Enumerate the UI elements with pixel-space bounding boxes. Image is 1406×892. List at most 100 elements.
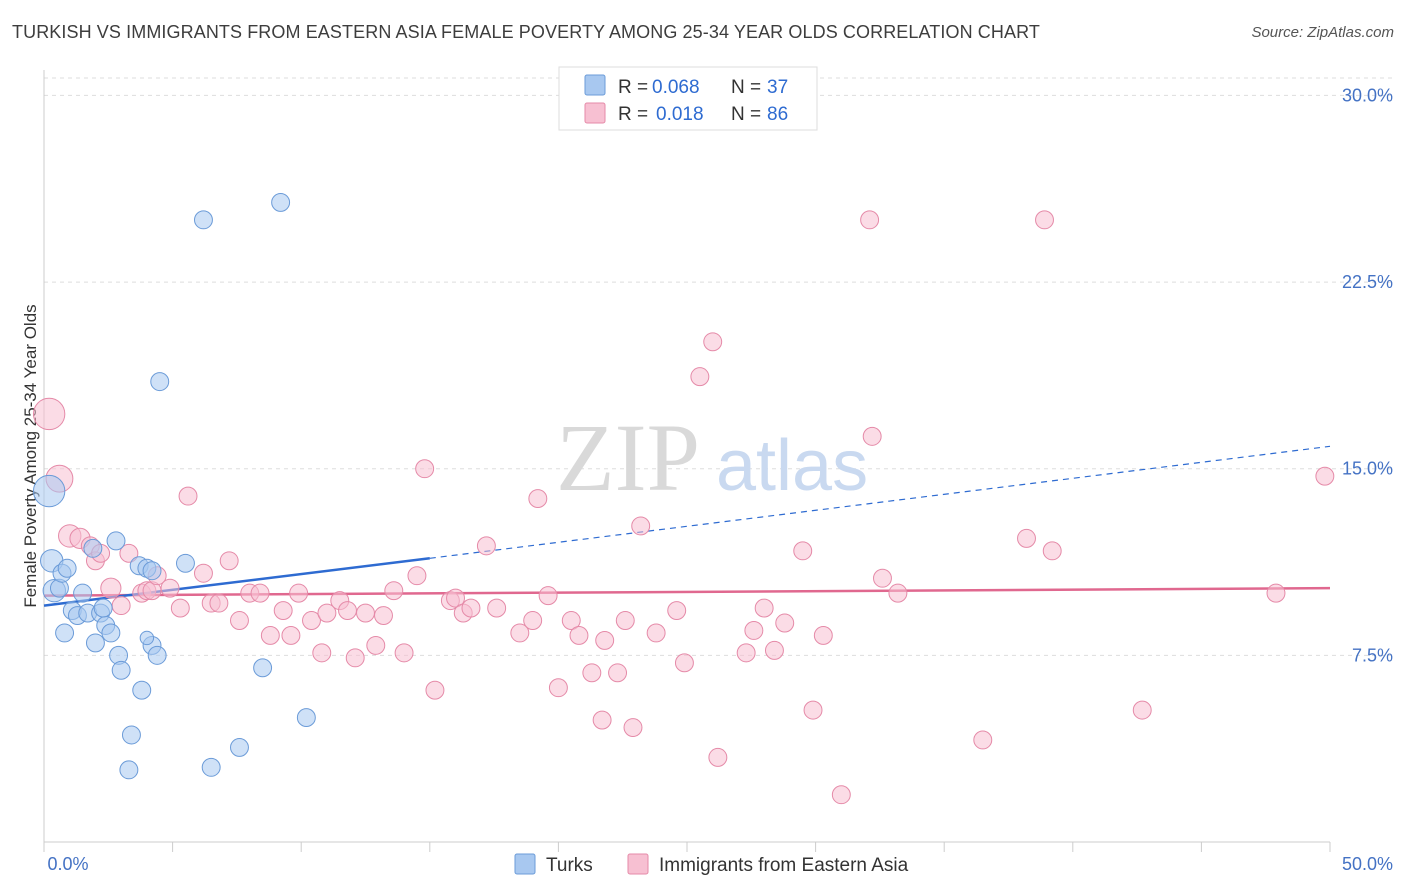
data-point-asia — [754, 598, 774, 618]
data-point-asia — [119, 543, 139, 563]
data-point-turks — [253, 658, 273, 678]
data-point-asia — [32, 397, 66, 431]
data-point-asia — [667, 601, 687, 621]
data-point-turks — [271, 192, 291, 212]
data-point-asia — [736, 643, 756, 663]
data-point-asia — [615, 611, 635, 630]
data-point-asia — [803, 700, 823, 720]
data-point-asia — [302, 611, 321, 630]
data-point-asia — [209, 593, 229, 613]
data-point-turks — [230, 737, 249, 757]
data-point-turks — [57, 558, 77, 578]
data-point-asia — [1315, 466, 1335, 486]
y-tick-label: 22.5% — [1342, 272, 1393, 292]
data-point-asia — [548, 678, 568, 698]
data-point-turks — [142, 561, 162, 581]
data-point-asia — [281, 625, 301, 645]
y-tick-label: 15.0% — [1342, 459, 1393, 479]
data-point-asia — [194, 563, 213, 583]
legend-bottom-swatch-turks — [514, 853, 536, 875]
data-point-turks — [106, 531, 126, 551]
data-point-asia — [374, 606, 393, 625]
data-point-asia — [356, 603, 375, 623]
data-point-turks — [176, 553, 195, 573]
data-point-asia — [592, 710, 612, 730]
legend-swatch-asia — [584, 102, 606, 124]
data-point-turks — [296, 708, 316, 728]
data-point-asia — [831, 785, 851, 805]
data-point-asia — [623, 718, 643, 737]
data-point-turks — [32, 474, 66, 508]
data-point-asia — [674, 653, 694, 673]
legend-n-value-turks: 37 — [767, 77, 788, 98]
data-point-asia — [860, 210, 880, 230]
data-point-asia — [273, 601, 293, 621]
data-point-asia — [862, 426, 882, 446]
data-point-asia — [690, 367, 710, 387]
watermark-zip: ZIP — [556, 404, 700, 511]
data-point-asia — [317, 603, 337, 623]
data-point-asia — [312, 643, 332, 663]
trend-line-asia — [43, 586, 1331, 597]
data-point-turks — [119, 760, 139, 780]
legend-n-label-asia: N = — [731, 104, 761, 125]
x-ticks — [43, 842, 1331, 852]
data-point-asia — [111, 596, 131, 616]
data-point-asia — [461, 598, 481, 618]
data-point-turks — [73, 583, 93, 603]
data-point-asia — [523, 611, 543, 630]
data-point-asia — [160, 578, 180, 598]
data-point-asia — [219, 551, 239, 571]
data-point-asia — [345, 648, 365, 668]
data-point-turks — [150, 372, 170, 392]
data-point-turks — [55, 623, 75, 643]
legend-bottom: Turks Immigrants from Eastern Asia — [514, 853, 909, 876]
data-point-asia — [366, 635, 386, 655]
data-point-turks — [101, 623, 121, 643]
data-point-asia — [595, 630, 615, 650]
series-immigrants-eastern-asia — [32, 210, 1335, 805]
data-point-asia — [100, 577, 122, 599]
data-point-asia — [703, 332, 723, 352]
legend-bottom-swatch-asia — [627, 853, 649, 875]
legend-r-label-asia: R = — [618, 104, 648, 125]
data-point-asia — [1017, 528, 1036, 548]
legend-r-value-asia: 0.018 — [656, 104, 704, 125]
data-point-asia — [775, 613, 795, 633]
data-point-asia — [384, 581, 404, 601]
trend-line-turks-extrapolated — [429, 445, 1331, 559]
data-point-asia — [510, 623, 530, 643]
legend-swatch-turks — [584, 74, 606, 96]
watermark-atlas: atlas — [716, 426, 868, 506]
legend-top: R = 0.068 N = 37 R = 0.018 N = 86 — [558, 66, 818, 131]
series-turks — [32, 192, 316, 780]
data-point-turks — [194, 210, 213, 230]
data-point-asia — [873, 568, 892, 588]
data-point-asia — [1266, 583, 1286, 603]
data-point-asia — [170, 598, 190, 618]
data-point-asia — [888, 583, 908, 603]
x-tick-label-min: 0.0% — [47, 854, 88, 874]
data-point-asia — [569, 625, 589, 645]
data-point-asia — [250, 583, 270, 603]
data-point-turks — [139, 630, 155, 646]
grid-lines — [44, 77, 1393, 656]
data-point-asia — [813, 625, 833, 645]
data-point-asia — [764, 640, 784, 660]
data-point-asia — [476, 536, 496, 556]
data-point-turks — [147, 645, 167, 665]
data-point-asia — [793, 541, 813, 561]
data-point-asia — [338, 601, 357, 621]
data-point-turks — [121, 725, 141, 745]
legend-bottom-label-asia: Immigrants from Eastern Asia — [659, 855, 909, 876]
legend-r-value-turks: 0.068 — [652, 77, 700, 98]
data-point-asia — [528, 489, 548, 509]
data-point-turks — [85, 633, 105, 653]
data-point-asia — [487, 598, 507, 618]
data-point-asia — [178, 486, 198, 506]
data-point-asia — [415, 459, 435, 479]
data-point-turks — [111, 660, 131, 680]
data-point-turks — [132, 680, 152, 700]
legend-n-label-turks: N = — [731, 77, 761, 98]
